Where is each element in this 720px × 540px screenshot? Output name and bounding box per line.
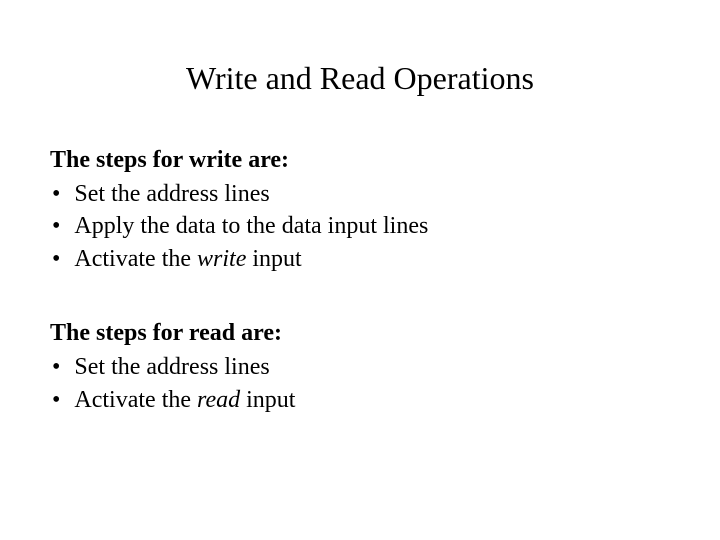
list-item: • Set the address lines [50,351,670,383]
bullet-icon: • [52,243,60,275]
write-heading: The steps for write are: [50,147,670,174]
read-heading: The steps for read are: [50,320,670,347]
read-section: The steps for read are: • Set the addres… [50,320,670,416]
bullet-icon: • [52,210,60,242]
bullet-icon: • [52,351,60,383]
slide-title: Write and Read Operations [50,60,670,97]
write-section: The steps for write are: • Set the addre… [50,147,670,275]
bullet-icon: • [52,384,60,416]
bullet-icon: • [52,178,60,210]
list-item: • Activate the read input [50,384,670,416]
item-text: Apply the data to the data input lines [74,210,670,242]
list-item: • Apply the data to the data input lines [50,210,670,242]
item-text: Set the address lines [74,351,670,383]
item-text: Set the address lines [74,178,670,210]
item-text: Activate the read input [74,384,670,416]
item-text: Activate the write input [74,243,670,275]
list-item: • Set the address lines [50,178,670,210]
list-item: • Activate the write input [50,243,670,275]
